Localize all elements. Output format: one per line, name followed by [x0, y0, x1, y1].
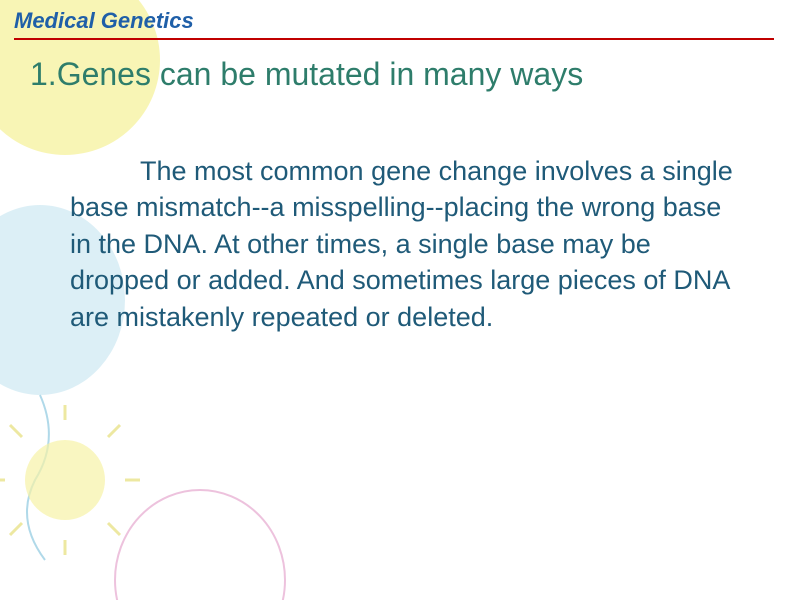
slide-title: 1.Genes can be mutated in many ways	[30, 56, 800, 93]
header-title: Medical Genetics	[14, 8, 800, 34]
body-text-content: The most common gene change involves a s…	[70, 156, 733, 332]
header-rule	[14, 38, 774, 40]
body-paragraph: The most common gene change involves a s…	[70, 153, 740, 335]
header: Medical Genetics	[0, 0, 800, 40]
